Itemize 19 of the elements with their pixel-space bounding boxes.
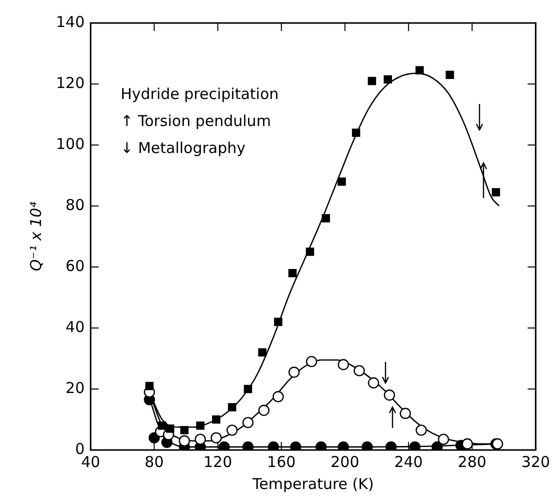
x-tick-label: 200 [330, 452, 360, 471]
annotation: ↑ Torsion pendulum [120, 112, 271, 130]
annotation: ↓ Metallography [120, 138, 246, 157]
y-axis-title: Q⁻¹ x 10⁴ [26, 202, 45, 272]
y-tick-label: 40 [66, 318, 85, 336]
y-tick-label: 140 [56, 12, 85, 31]
x-tick-label: 160 [267, 452, 296, 471]
y-tick-label: 80 [66, 196, 85, 214]
x-tick-label: 80 [144, 452, 164, 471]
x-axis-title: Temperature (K) [251, 474, 374, 493]
x-tick-label: 240 [394, 452, 423, 471]
y-tick-label: 100 [56, 134, 85, 153]
x-tick-label: 120 [203, 452, 232, 471]
y-tick-label: 60 [66, 256, 85, 275]
x-tick-label: 280 [458, 452, 486, 471]
annotation: Hydride precipitation [120, 84, 279, 103]
y-tick-label: 120 [56, 74, 85, 92]
y-tick-label: 20 [66, 378, 85, 397]
x-tick-label: 320 [521, 452, 550, 471]
